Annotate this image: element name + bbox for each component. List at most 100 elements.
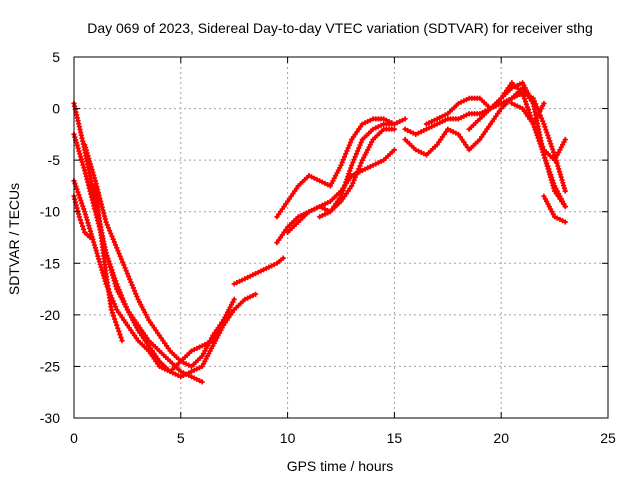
data-point	[196, 378, 203, 384]
data-point	[105, 225, 112, 231]
data-point	[340, 188, 346, 194]
data-point	[183, 371, 189, 377]
x-tick-label: 10	[280, 430, 296, 446]
data-point	[231, 307, 237, 313]
data-point	[77, 151, 83, 157]
data-point	[319, 212, 325, 219]
data-point	[191, 347, 197, 353]
data-point	[344, 176, 350, 182]
series-trace-16	[509, 100, 547, 127]
data-point	[79, 200, 85, 206]
data-point	[540, 144, 546, 150]
data-point	[79, 223, 86, 229]
y-tick-label: -5	[48, 152, 61, 168]
data-point	[80, 162, 86, 168]
data-point	[418, 149, 424, 156]
y-tick-label: -15	[40, 255, 60, 271]
data-point	[543, 158, 549, 164]
data-point	[423, 126, 430, 132]
series-trace-17	[530, 121, 568, 163]
data-point	[378, 158, 384, 165]
data-point	[347, 168, 353, 174]
data-point	[260, 267, 267, 273]
data-point	[252, 271, 259, 277]
data-point	[268, 263, 275, 269]
data-point	[124, 271, 130, 277]
data-point	[76, 192, 82, 198]
data-point	[112, 242, 119, 248]
grid	[74, 57, 608, 418]
x-tick-label: 15	[387, 430, 403, 446]
data-point	[78, 197, 84, 204]
data-point	[90, 169, 96, 176]
data-point	[341, 185, 347, 191]
data-point	[437, 114, 443, 121]
data-point	[455, 116, 462, 122]
data-point	[346, 142, 352, 148]
data-point	[340, 156, 346, 163]
data-point	[73, 140, 80, 146]
data-point	[445, 126, 451, 132]
data-point	[183, 361, 189, 367]
data-point	[362, 166, 368, 172]
data-point	[306, 209, 312, 215]
data-point	[76, 214, 82, 220]
data-point	[113, 319, 119, 325]
data-point	[244, 295, 251, 301]
data-point	[536, 135, 542, 141]
data-point	[391, 147, 397, 153]
data-point	[348, 165, 354, 171]
data-point	[81, 206, 87, 212]
data-point	[199, 343, 205, 349]
data-point	[295, 214, 301, 220]
data-point	[560, 180, 566, 186]
data-point	[437, 120, 443, 126]
data-point	[84, 150, 90, 156]
data-point	[358, 160, 364, 166]
data-point	[359, 167, 365, 174]
data-point	[178, 368, 184, 375]
data-point	[91, 175, 98, 181]
data-point	[121, 298, 127, 304]
data-point	[87, 161, 94, 167]
data-point	[375, 124, 381, 130]
data-point	[109, 267, 115, 273]
y-tick-label: 5	[52, 49, 60, 65]
data-point	[530, 100, 536, 107]
data-point	[511, 102, 518, 108]
data-point	[311, 175, 317, 181]
data-point	[194, 376, 200, 382]
data-point	[426, 120, 432, 126]
data-point	[111, 316, 118, 322]
data-point	[311, 206, 317, 212]
data-point	[118, 334, 124, 341]
data-point	[534, 130, 540, 136]
data-point	[426, 125, 432, 131]
data-point	[523, 101, 530, 107]
data-point	[552, 214, 558, 220]
data-point	[172, 371, 179, 377]
data-point	[450, 129, 456, 135]
data-point	[88, 164, 94, 170]
data-point	[231, 281, 237, 287]
data-point	[207, 339, 213, 345]
data-point	[114, 322, 120, 328]
data-point	[317, 203, 323, 210]
data-point	[317, 214, 323, 220]
data-point	[84, 217, 90, 223]
data-point	[463, 112, 470, 118]
data-point	[458, 114, 464, 121]
data-point	[322, 211, 328, 217]
data-point	[556, 166, 562, 172]
series-trace-15	[466, 80, 568, 210]
data-point	[463, 96, 470, 103]
data-point	[75, 189, 81, 195]
data-point	[280, 255, 286, 261]
data-point	[434, 116, 440, 122]
data-point	[88, 231, 94, 237]
data-point	[453, 130, 459, 136]
data-point	[239, 277, 245, 283]
data-point	[421, 127, 427, 134]
